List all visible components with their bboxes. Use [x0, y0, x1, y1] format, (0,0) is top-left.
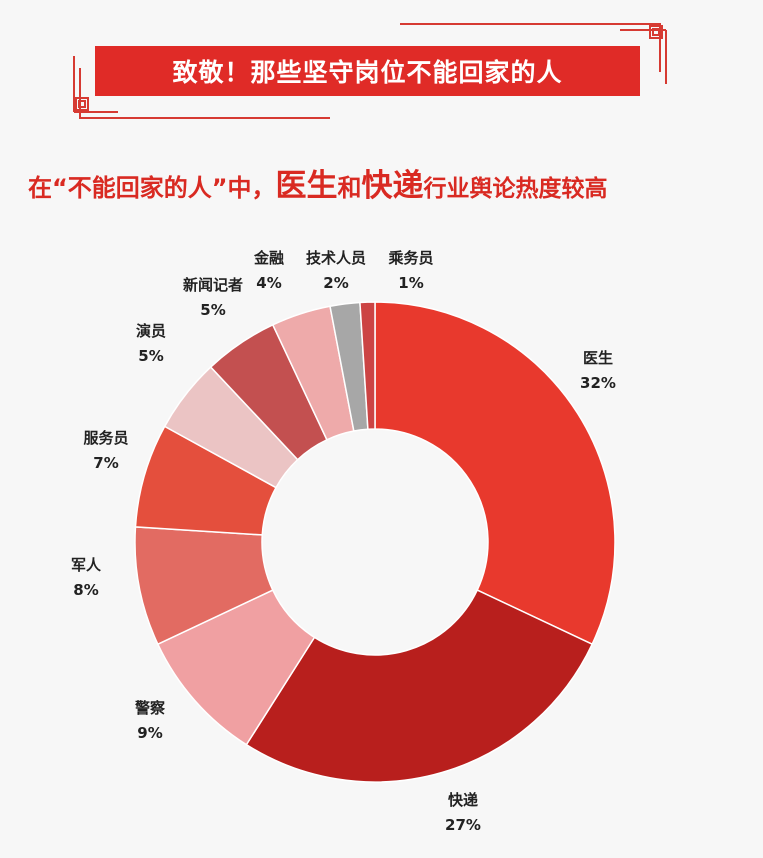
slice-label-1: 快递 [448, 791, 478, 809]
slice-label-5: 演员 [136, 322, 166, 340]
slice-value-7: 4% [256, 274, 281, 292]
slice-value-3: 8% [73, 581, 98, 599]
slice-9 [359, 301, 376, 431]
slice-0 [374, 301, 616, 646]
subtitle-part3: 行业舆论热度较高 [423, 176, 608, 202]
title-banner: 致敬！那些坚守岗位不能回家的人 [95, 46, 640, 96]
slice-label-7: 金融 [253, 249, 284, 267]
slice-value-1: 27% [445, 816, 481, 834]
banner-title: 致敬！那些坚守岗位不能回家的人 [172, 58, 563, 87]
slice-label-3: 军人 [71, 556, 102, 574]
slice-label-4: 服务员 [83, 429, 128, 447]
slice-value-9: 1% [398, 274, 423, 292]
slice-label-0: 医生 [583, 349, 613, 367]
banner-decoration: 致敬！那些坚守岗位不能回家的人 [0, 0, 763, 130]
slice-value-4: 7% [93, 454, 118, 472]
fret-border-icon [73, 23, 667, 119]
slice-value-2: 9% [137, 724, 162, 742]
subtitle-highlight-courier: 快递 [361, 168, 424, 204]
slice-1 [245, 589, 594, 783]
subtitle-part2: 和 [337, 174, 362, 202]
slice-label-2: 警察 [134, 699, 166, 717]
slice-label-9: 乘务员 [387, 249, 433, 267]
subtitle-highlight-doctor: 医生 [275, 168, 338, 204]
subtitle-part1: 在“不能回家的人”中， [28, 174, 276, 202]
slice-value-0: 32% [580, 374, 616, 392]
slice-label-8: 技术人员 [306, 249, 366, 267]
slice-value-6: 5% [200, 301, 225, 319]
slice-value-5: 5% [138, 347, 163, 365]
chart-subtitle: 在“不能回家的人”中，医生和快递行业舆论热度较高 [28, 160, 748, 205]
slice-value-8: 2% [323, 274, 348, 292]
slice-label-6: 新闻记者 [183, 276, 243, 294]
